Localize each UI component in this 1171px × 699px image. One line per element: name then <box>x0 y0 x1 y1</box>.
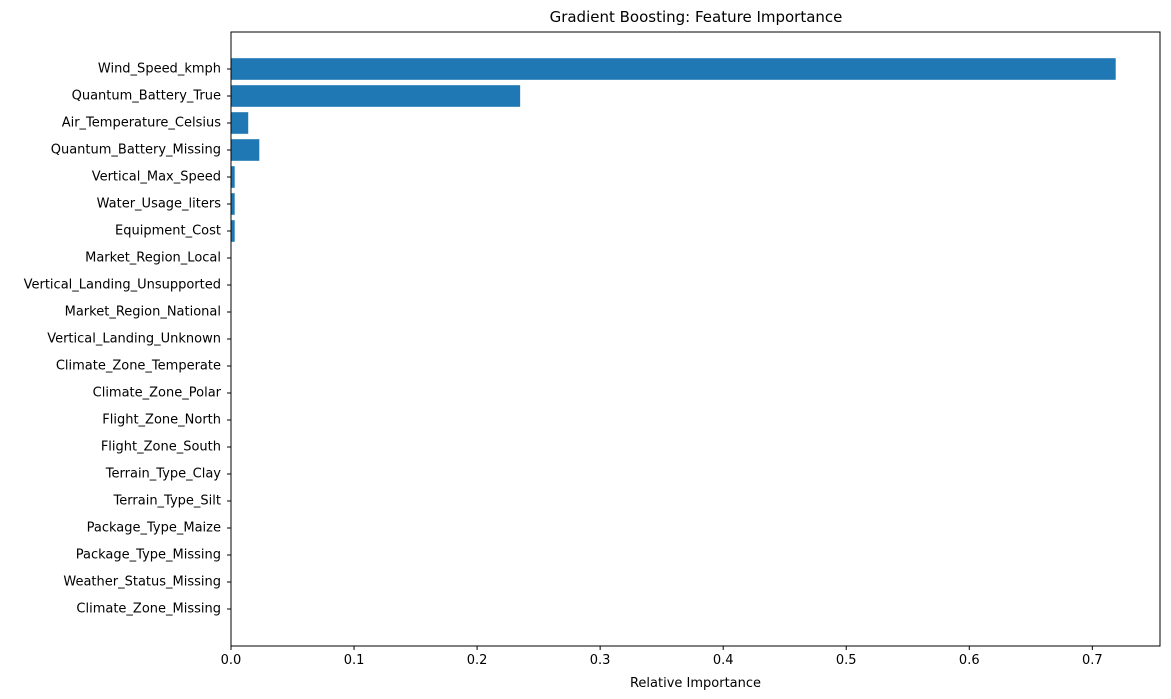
y-tick-label: Market_Region_National <box>65 305 221 320</box>
chart-title: Gradient Boosting: Feature Importance <box>550 8 843 26</box>
x-tick-label: 0.5 <box>836 653 857 668</box>
y-tick-label: Climate_Zone_Polar <box>93 386 222 401</box>
y-tick-label: Flight_Zone_South <box>101 440 221 455</box>
bar-quantum-battery-true <box>231 85 521 107</box>
y-tick-label: Vertical_Landing_Unknown <box>47 332 221 347</box>
y-tick-label: Wind_Speed_kmph <box>98 62 221 77</box>
y-axis-ticks: Wind_Speed_kmph Quantum_Battery_True Air_T… <box>24 62 231 617</box>
x-tick-label: 0.0 <box>221 653 242 668</box>
y-tick-label: Weather_Status_Missing <box>63 575 221 590</box>
y-tick-label: Water_Usage_liters <box>97 197 222 212</box>
y-tick-label: Vertical_Landing_Unsupported <box>24 278 221 293</box>
y-tick-label: Market_Region_Local <box>85 251 221 266</box>
bar-wind-speed-kmph <box>231 58 1116 80</box>
bars-group <box>231 58 1116 242</box>
plot-frame <box>230 31 1161 647</box>
y-tick-label: Climate_Zone_Temperate <box>56 359 221 374</box>
bar-quantum-battery-missing <box>231 139 260 161</box>
bar-air-temperature-celsius <box>231 112 249 134</box>
x-tick-label: 0.3 <box>590 653 611 668</box>
bar-water-usage-liters <box>231 193 235 215</box>
y-tick-label: Flight_Zone_North <box>102 413 221 428</box>
x-tick-label: 0.4 <box>713 653 734 668</box>
y-tick-label: Terrain_Type_Silt <box>113 494 221 509</box>
bar-vertical-max-speed <box>231 166 235 188</box>
x-axis-ticks: 0.0 0.1 0.2 0.3 0.4 0.5 0.6 0.7 <box>221 646 1103 668</box>
y-tick-label: Climate_Zone_Missing <box>76 602 221 617</box>
x-tick-label: 0.1 <box>344 653 365 668</box>
x-tick-label: 0.2 <box>467 653 488 668</box>
y-tick-label: Air_Temperature_Celsius <box>62 116 222 131</box>
y-tick-label: Equipment_Cost <box>115 224 221 239</box>
y-tick-label: Quantum_Battery_Missing <box>51 143 221 158</box>
x-tick-label: 0.7 <box>1082 653 1103 668</box>
y-tick-label: Quantum_Battery_True <box>72 89 221 104</box>
y-tick-label: Vertical_Max_Speed <box>92 170 221 185</box>
y-tick-label: Terrain_Type_Clay <box>105 467 222 482</box>
x-axis-label: Relative Importance <box>630 676 761 691</box>
bar-equipment-cost <box>231 220 235 242</box>
y-tick-label: Package_Type_Missing <box>76 548 221 563</box>
y-tick-label: Package_Type_Maize <box>87 521 221 536</box>
x-tick-label: 0.6 <box>959 653 980 668</box>
